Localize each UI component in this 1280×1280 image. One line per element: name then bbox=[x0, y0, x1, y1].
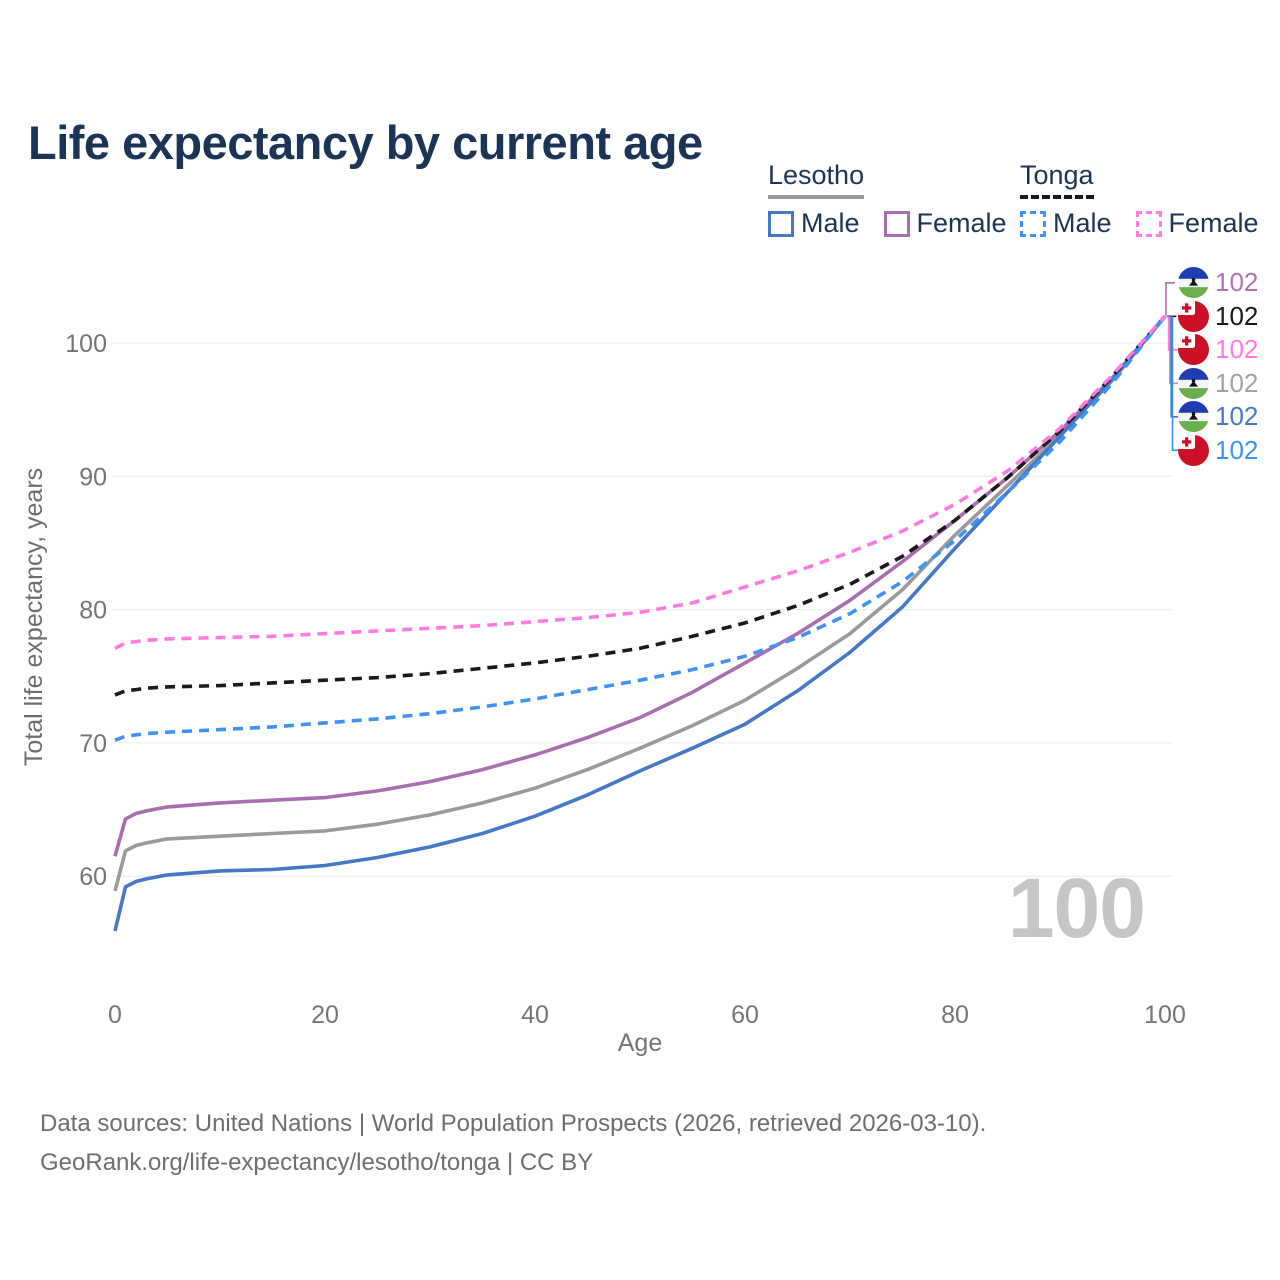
legend-item-tonga-female[interactable]: Female bbox=[1135, 208, 1259, 239]
legend-item-label: Male bbox=[801, 208, 860, 238]
legend-item-lesotho-female[interactable]: Female bbox=[883, 208, 1007, 239]
age-counter-watermark: 100 bbox=[1007, 861, 1146, 955]
lesotho-male-swatch-icon bbox=[768, 210, 794, 237]
legend-items-tonga: Male Female bbox=[1020, 208, 1259, 239]
legend-group-lesotho: Lesotho Male Female bbox=[768, 160, 1007, 239]
series-line-lesotho-female bbox=[113, 315, 1167, 857]
legend-header-tonga[interactable]: Tonga bbox=[1020, 160, 1094, 199]
y-tick-label: 60 bbox=[79, 863, 107, 891]
footer-attribution-line: GeoRank.org/life-expectancy/lesotho/tong… bbox=[40, 1149, 594, 1176]
x-axis-label: Age bbox=[618, 1029, 662, 1057]
x-tick-label: 40 bbox=[521, 1001, 549, 1029]
endpoint-connector bbox=[1169, 316, 1179, 385]
legend-item-tonga-male[interactable]: Male bbox=[1020, 208, 1112, 239]
endpoint-connector bbox=[1167, 316, 1178, 351]
footer-sources-line: Data sources: United Nations | World Pop… bbox=[40, 1110, 987, 1137]
page-title: Life expectancy by current age bbox=[28, 116, 703, 170]
series-line-tonga-both-sexes bbox=[114, 315, 1167, 697]
legend-group-tonga: Tonga Male Female bbox=[1020, 160, 1259, 239]
legend-item-lesotho-male[interactable]: Male bbox=[768, 208, 860, 239]
series-line-lesotho-both-sexes bbox=[113, 315, 1167, 892]
x-tick-label: 20 bbox=[311, 1001, 339, 1029]
x-tick-label: 60 bbox=[731, 1001, 759, 1029]
footer: Data sources: United Nations | World Pop… bbox=[40, 1104, 986, 1182]
legend-item-label: Male bbox=[1053, 208, 1112, 238]
x-tick-label: 100 bbox=[1144, 1001, 1186, 1029]
tonga-female-swatch-icon bbox=[1135, 210, 1162, 237]
x-tick-label: 0 bbox=[108, 1001, 122, 1029]
endpoint-connector bbox=[1165, 282, 1175, 317]
legend-item-label: Female bbox=[916, 208, 1007, 238]
tonga-male-swatch-icon bbox=[1020, 210, 1046, 237]
series-line-tonga-female bbox=[114, 315, 1167, 650]
x-tick-label: 80 bbox=[941, 1001, 969, 1029]
lesotho-female-swatch-icon bbox=[883, 210, 910, 237]
legend-item-label: Female bbox=[1168, 208, 1259, 238]
y-tick-label: 100 bbox=[65, 330, 107, 358]
endpoint-connector bbox=[1170, 316, 1181, 418]
y-tick-label: 80 bbox=[79, 597, 107, 625]
series-line-tonga-male bbox=[114, 315, 1167, 742]
legend-header-lesotho[interactable]: Lesotho bbox=[768, 160, 865, 199]
series-line-lesotho-male bbox=[113, 315, 1167, 932]
y-tick-label: 90 bbox=[79, 463, 107, 491]
y-tick-label: 70 bbox=[79, 730, 107, 758]
y-axis-label: Total life expectancy, years bbox=[20, 468, 48, 766]
legend-items-lesotho: Male Female bbox=[768, 208, 1007, 239]
